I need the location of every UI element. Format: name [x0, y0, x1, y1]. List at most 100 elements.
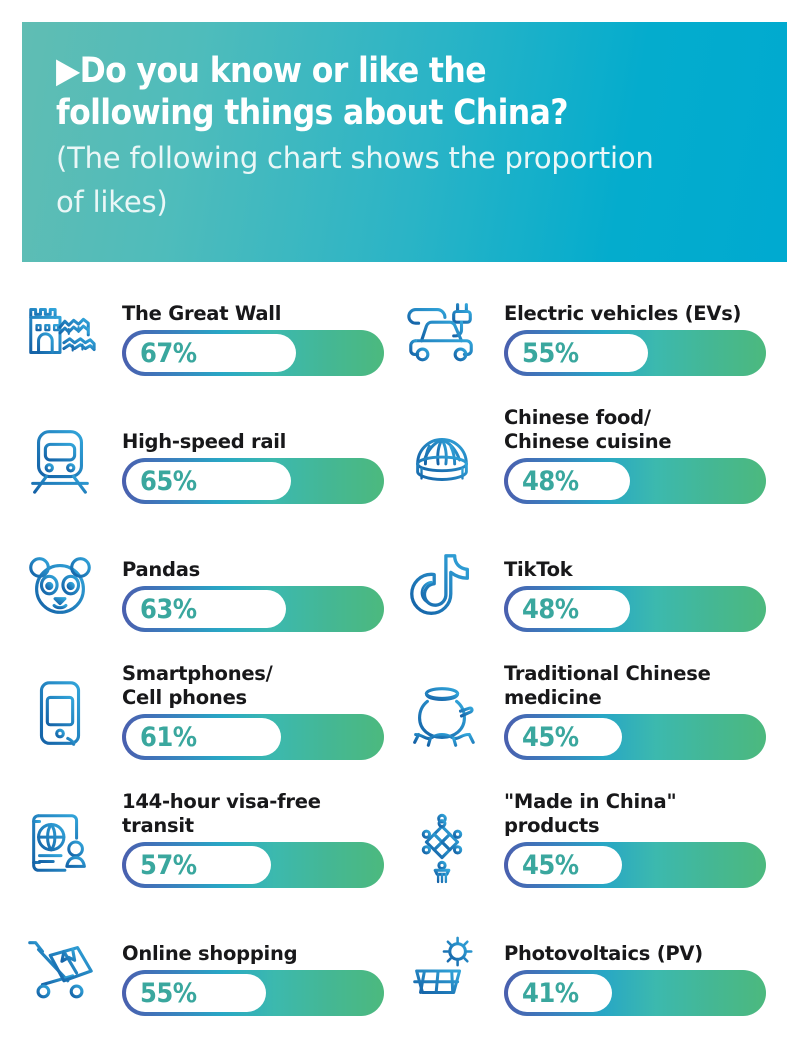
item-label: Photovoltaics (PV)	[504, 942, 703, 965]
page-subtitle: (The following chart shows the proportio…	[56, 141, 654, 219]
percentage-bar: 67%	[122, 330, 384, 376]
percentage-bar-fill: 48%	[508, 590, 630, 628]
great-wall-icon	[29, 308, 96, 354]
item-icon	[14, 800, 106, 886]
passport-visa-icon	[32, 814, 90, 872]
item-body: Photovoltaics (PV) 41%	[504, 942, 776, 1016]
percentage-value: 63%	[140, 593, 197, 625]
stat-row: Electric vehicles (EVs) 55%	[396, 268, 776, 380]
item-label: Pandas	[122, 558, 201, 581]
stat-row: TikTok 48%	[396, 524, 776, 636]
item-body: Pandas 63%	[122, 558, 394, 632]
item-body: TikTok 48%	[504, 558, 776, 632]
percentage-bar: 63%	[122, 586, 384, 632]
item-label: Online shopping	[122, 942, 298, 965]
percentage-value: 65%	[140, 465, 197, 497]
item-icon	[396, 928, 488, 1014]
item-icon	[396, 416, 488, 502]
percentage-bar-fill: 45%	[508, 718, 622, 756]
stat-row: "Made in China" products 45%	[396, 780, 776, 892]
percentage-value: 55%	[522, 337, 579, 369]
item-label: 144-hour visa-free transit	[122, 790, 321, 837]
item-icon	[396, 288, 488, 374]
tiktok-note-icon	[410, 554, 470, 615]
item-body: High-speed rail 65%	[122, 430, 394, 504]
stat-row: The Great Wall 67%	[14, 268, 394, 380]
percentage-value: 41%	[522, 977, 579, 1009]
item-label: Traditional Chinese medicine	[504, 662, 711, 709]
item-icon	[396, 672, 488, 758]
percentage-bar: 65%	[122, 458, 384, 504]
item-body: Traditional Chinese medicine 45%	[504, 662, 776, 760]
percentage-bar-fill: 63%	[126, 590, 286, 628]
percentage-value: 45%	[522, 721, 579, 753]
percentage-bar-fill: 41%	[508, 974, 612, 1012]
percentage-bar: 41%	[504, 970, 766, 1016]
item-label: Smartphones/ Cell phones	[122, 662, 273, 709]
percentage-bar: 55%	[122, 970, 384, 1016]
item-label: High-speed rail	[122, 430, 287, 453]
percentage-bar-fill: 45%	[508, 846, 622, 884]
panda-icon	[29, 557, 91, 614]
item-body: Online shopping 55%	[122, 942, 394, 1016]
percentage-bar: 45%	[504, 842, 766, 888]
column-left: The Great Wall 67% High-speed rail 65% Pan…	[14, 268, 404, 1058]
percentage-bar-fill: 65%	[126, 462, 291, 500]
item-body: Electric vehicles (EVs) 55%	[504, 302, 776, 376]
percentage-value: 45%	[522, 849, 579, 881]
item-body: The Great Wall 67%	[122, 302, 394, 376]
item-label: Chinese food/ Chinese cuisine	[504, 406, 672, 453]
stat-row: Smartphones/ Cell phones 61%	[14, 652, 394, 764]
item-icon	[396, 544, 488, 630]
percentage-value: 61%	[140, 721, 197, 753]
item-label: "Made in China" products	[504, 790, 677, 837]
percentage-bar-fill: 55%	[508, 334, 648, 372]
percentage-bar: 61%	[122, 714, 384, 760]
percentage-value: 48%	[522, 465, 579, 497]
item-icon	[14, 288, 106, 374]
stat-row: Pandas 63%	[14, 524, 394, 636]
item-body: 144-hour visa-free transit 57%	[122, 790, 394, 888]
solar-panel-icon	[413, 936, 473, 1002]
item-body: Chinese food/ Chinese cuisine 48%	[504, 406, 776, 504]
percentage-bar-fill: 48%	[508, 462, 630, 500]
parcel-trolley-icon	[28, 941, 93, 999]
item-label: TikTok	[504, 558, 573, 581]
electric-car-icon	[407, 303, 473, 362]
stat-row: Traditional Chinese medicine 45%	[396, 652, 776, 764]
item-label: Electric vehicles (EVs)	[504, 302, 742, 325]
percentage-value: 48%	[522, 593, 579, 625]
stat-row: High-speed rail 65%	[14, 396, 394, 508]
page-title: ▶Do you know or like the following thing…	[56, 51, 569, 133]
percentage-value: 57%	[140, 849, 197, 881]
percentage-value: 55%	[140, 977, 197, 1009]
percentage-bar: 55%	[504, 330, 766, 376]
stat-row: Online shopping 55%	[14, 908, 394, 1020]
percentage-bar: 57%	[122, 842, 384, 888]
percentage-bar-fill: 55%	[126, 974, 266, 1012]
header-banner: ▶Do you know or like the following thing…	[22, 22, 787, 262]
percentage-value: 67%	[140, 337, 197, 369]
stat-row: Chinese food/ Chinese cuisine 48%	[396, 396, 776, 508]
dumpling-basket-icon	[416, 438, 468, 481]
medicine-pot-icon	[413, 682, 475, 747]
item-icon	[14, 416, 106, 502]
item-icon	[14, 928, 106, 1014]
items-grid: The Great Wall 67% High-speed rail 65% Pan…	[0, 268, 809, 1058]
item-body: "Made in China" products 45%	[504, 790, 776, 888]
percentage-bar-fill: 67%	[126, 334, 296, 372]
stat-row: 144-hour visa-free transit 57%	[14, 780, 394, 892]
item-icon	[396, 800, 488, 886]
chinese-knot-icon	[421, 806, 463, 884]
percentage-bar: 48%	[504, 458, 766, 504]
percentage-bar-fill: 57%	[126, 846, 271, 884]
column-right: Electric vehicles (EVs) 55% Chinese food/…	[396, 268, 786, 1058]
smartphone-icon	[39, 681, 81, 746]
item-label: The Great Wall	[122, 302, 282, 325]
percentage-bar: 45%	[504, 714, 766, 760]
item-icon	[14, 544, 106, 630]
high-speed-train-icon	[31, 430, 89, 494]
item-body: Smartphones/ Cell phones 61%	[122, 662, 394, 760]
percentage-bar: 48%	[504, 586, 766, 632]
